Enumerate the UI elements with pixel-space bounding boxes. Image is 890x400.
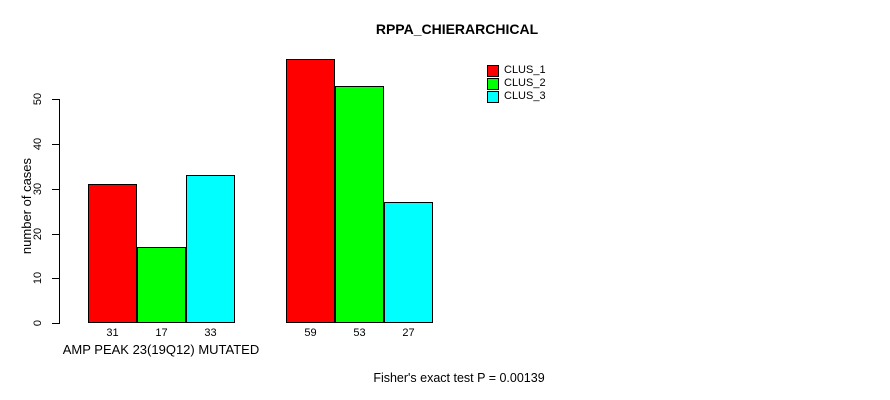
bar-clus_3-group1 xyxy=(186,175,235,323)
y-axis-tick xyxy=(52,234,59,235)
y-tick-label: 30 xyxy=(32,182,44,196)
y-axis-title: number of cases xyxy=(19,157,34,255)
legend-swatch xyxy=(487,64,499,77)
bar-clus_3-group2 xyxy=(384,202,433,323)
legend-item-clus_2: CLUS_2 xyxy=(487,77,546,90)
bar-clus_2-group2 xyxy=(335,86,384,323)
legend: CLUS_1 CLUS_2 CLUS_3 xyxy=(487,64,546,103)
legend-label: CLUS_2 xyxy=(504,77,546,89)
y-axis-tick xyxy=(52,323,59,324)
chart-title: RPPA_CHIERARCHICAL xyxy=(375,21,539,37)
bar-clus_2-group1 xyxy=(137,247,186,323)
legend-swatch xyxy=(487,90,499,103)
legend-swatch xyxy=(487,77,499,90)
bar-value-label: 27 xyxy=(402,327,415,339)
fisher-test-annotation: Fisher's exact test P = 0.00139 xyxy=(373,371,545,385)
y-axis-line xyxy=(59,99,60,324)
bar-value-label: 33 xyxy=(204,327,217,339)
y-axis-tick xyxy=(52,144,59,145)
bar-value-label: 17 xyxy=(155,327,168,339)
y-axis-tick xyxy=(52,99,59,100)
y-tick-label: 20 xyxy=(32,227,44,241)
legend-label: CLUS_3 xyxy=(504,90,546,102)
bar-clus_1-group2 xyxy=(286,59,335,323)
legend-item-clus_1: CLUS_1 xyxy=(487,64,546,77)
y-axis-tick xyxy=(52,189,59,190)
legend-label: CLUS_1 xyxy=(504,64,546,76)
y-tick-label: 50 xyxy=(32,92,44,106)
bar-clus_1-group1 xyxy=(88,184,137,323)
x-axis-group-label: AMP PEAK 23(19Q12) MUTATED xyxy=(62,342,260,357)
y-tick-label: 10 xyxy=(32,271,44,285)
y-tick-label: 0 xyxy=(32,319,44,327)
bar-value-label: 53 xyxy=(353,327,366,339)
legend-item-clus_3: CLUS_3 xyxy=(487,90,546,103)
bar-value-label: 59 xyxy=(304,327,317,339)
y-axis-tick xyxy=(52,278,59,279)
bar-value-label: 31 xyxy=(106,327,119,339)
y-tick-label: 40 xyxy=(32,137,44,151)
